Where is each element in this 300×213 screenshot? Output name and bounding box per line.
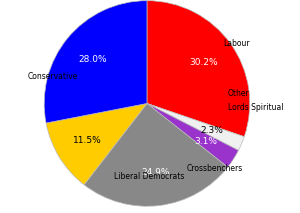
Text: Lords Spiritual: Lords Spiritual <box>228 103 284 112</box>
Wedge shape <box>147 104 238 167</box>
Wedge shape <box>147 1 250 137</box>
Wedge shape <box>44 1 147 123</box>
Wedge shape <box>147 104 244 150</box>
Text: 30.2%: 30.2% <box>190 58 218 67</box>
Text: 24.9%: 24.9% <box>141 168 170 177</box>
Text: Other: Other <box>228 89 250 98</box>
Text: Conservative: Conservative <box>28 72 78 81</box>
Text: 3.1%: 3.1% <box>194 137 217 146</box>
Text: 28.0%: 28.0% <box>79 55 107 63</box>
Wedge shape <box>46 104 147 185</box>
Text: Crossbenchers: Crossbenchers <box>187 164 243 173</box>
Text: Labour: Labour <box>223 39 250 47</box>
Wedge shape <box>84 104 228 206</box>
Text: 2.3%: 2.3% <box>200 126 223 135</box>
Text: Liberal Democrats: Liberal Democrats <box>114 171 185 181</box>
Text: 11.5%: 11.5% <box>73 136 102 145</box>
